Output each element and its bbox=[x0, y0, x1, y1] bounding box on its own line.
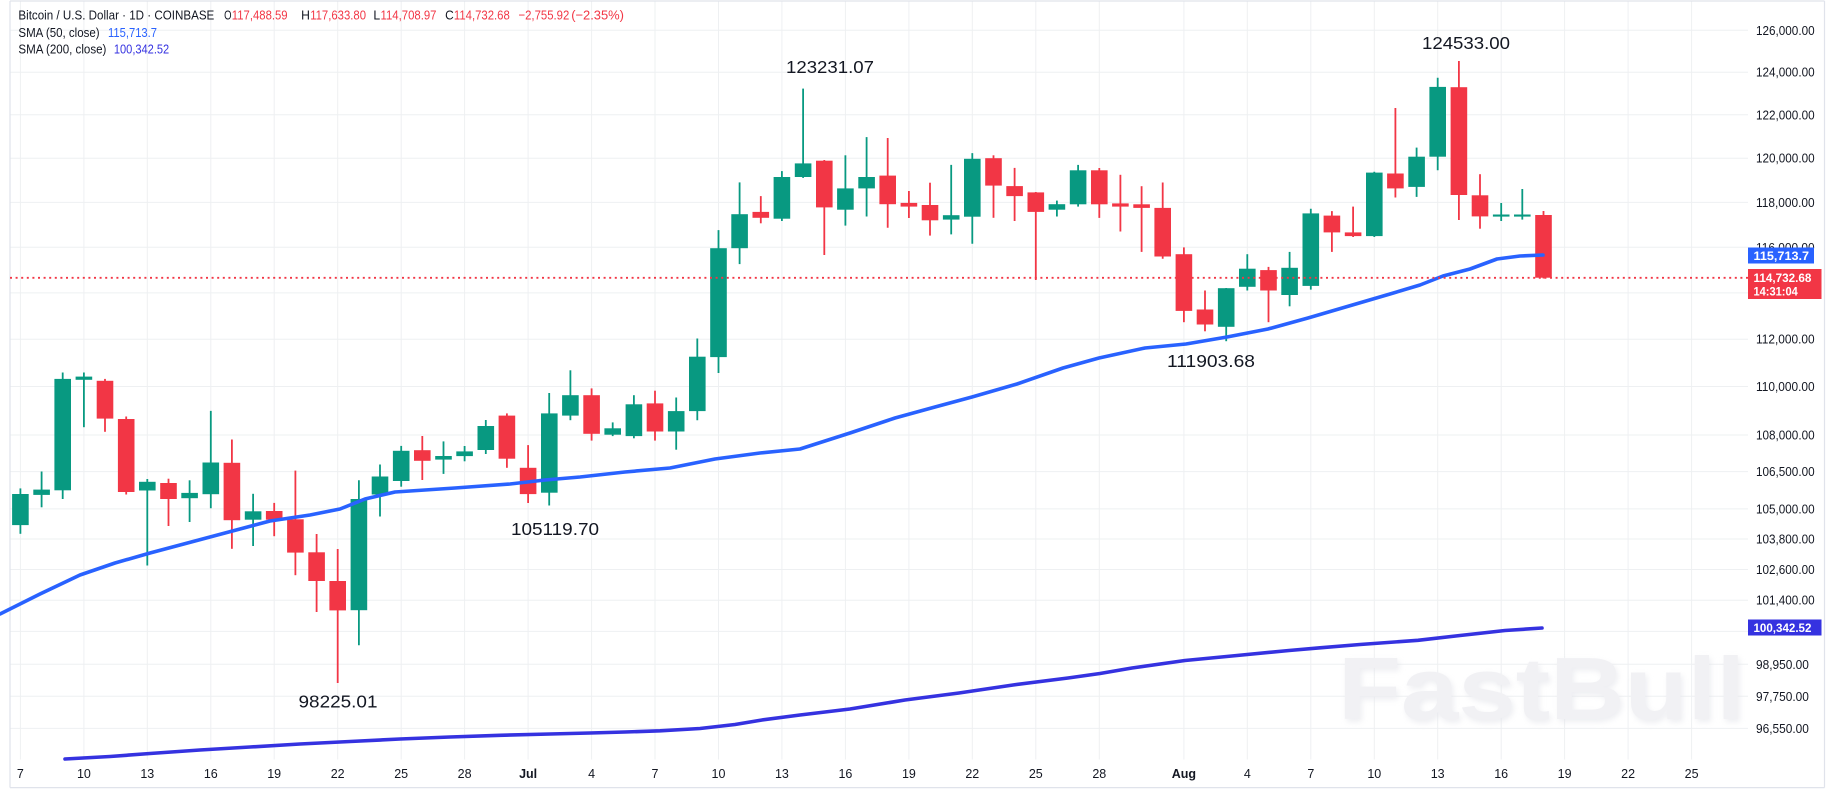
svg-text:123231.07: 123231.07 bbox=[786, 57, 874, 77]
svg-text:4: 4 bbox=[588, 767, 595, 781]
svg-text:SMA (50, close): SMA (50, close) bbox=[18, 25, 99, 40]
svg-text:H: H bbox=[301, 8, 310, 23]
svg-text:16: 16 bbox=[838, 767, 852, 781]
svg-text:7: 7 bbox=[652, 767, 659, 781]
svg-text:Bitcoin / U.S. Dollar · 1D · C: Bitcoin / U.S. Dollar · 1D · COINBASE bbox=[18, 8, 214, 23]
svg-text:(−2.35%): (−2.35%) bbox=[571, 8, 624, 23]
svg-text:O: O bbox=[224, 8, 231, 23]
svg-text:115,713.7: 115,713.7 bbox=[1754, 249, 1810, 263]
svg-text:106,500.00: 106,500.00 bbox=[1756, 465, 1815, 479]
svg-text:13: 13 bbox=[140, 767, 154, 781]
svg-text:19: 19 bbox=[902, 767, 916, 781]
svg-text:115,713.7: 115,713.7 bbox=[108, 25, 157, 40]
svg-text:124,000.00: 124,000.00 bbox=[1756, 66, 1815, 80]
svg-text:114,732.68: 114,732.68 bbox=[454, 8, 510, 23]
svg-text:124533.00: 124533.00 bbox=[1422, 33, 1510, 53]
svg-text:25: 25 bbox=[394, 767, 408, 781]
svg-text:22: 22 bbox=[1621, 767, 1635, 781]
svg-text:120,000.00: 120,000.00 bbox=[1756, 152, 1815, 166]
svg-text:96,550.00: 96,550.00 bbox=[1756, 722, 1809, 736]
svg-text:22: 22 bbox=[331, 767, 345, 781]
svg-text:−2,755.92: −2,755.92 bbox=[519, 8, 570, 23]
svg-text:114,732.68: 114,732.68 bbox=[1754, 271, 1812, 285]
svg-text:22: 22 bbox=[965, 767, 979, 781]
svg-text:112,000.00: 112,000.00 bbox=[1756, 333, 1815, 347]
svg-text:105119.70: 105119.70 bbox=[511, 519, 599, 539]
svg-text:FastBull: FastBull bbox=[1338, 639, 1745, 738]
svg-text:10: 10 bbox=[712, 767, 726, 781]
svg-text:28: 28 bbox=[458, 767, 472, 781]
svg-text:103,800.00: 103,800.00 bbox=[1756, 533, 1815, 547]
svg-text:L: L bbox=[373, 8, 380, 23]
svg-text:19: 19 bbox=[1558, 767, 1572, 781]
svg-text:126,000.00: 126,000.00 bbox=[1756, 24, 1815, 38]
svg-text:110,000.00: 110,000.00 bbox=[1756, 380, 1815, 394]
svg-text:7: 7 bbox=[17, 767, 24, 781]
svg-text:16: 16 bbox=[1494, 767, 1508, 781]
svg-text:Jul: Jul bbox=[519, 767, 537, 781]
svg-text:25: 25 bbox=[1685, 767, 1699, 781]
svg-text:FastBull: FastBull bbox=[1340, 642, 1747, 741]
svg-text:111903.68: 111903.68 bbox=[1167, 351, 1255, 371]
svg-text:114,708.97: 114,708.97 bbox=[381, 8, 437, 23]
svg-text:16: 16 bbox=[204, 767, 218, 781]
svg-text:97,750.00: 97,750.00 bbox=[1756, 690, 1809, 704]
svg-text:25: 25 bbox=[1029, 767, 1043, 781]
svg-text:102,600.00: 102,600.00 bbox=[1756, 563, 1815, 577]
svg-text:118,000.00: 118,000.00 bbox=[1756, 196, 1815, 210]
svg-text:10: 10 bbox=[1367, 767, 1381, 781]
svg-text:7: 7 bbox=[1307, 767, 1314, 781]
svg-text:10: 10 bbox=[77, 767, 91, 781]
svg-text:100,342.52: 100,342.52 bbox=[1754, 621, 1812, 635]
svg-text:108,000.00: 108,000.00 bbox=[1756, 429, 1815, 443]
svg-text:98225.01: 98225.01 bbox=[299, 692, 378, 712]
svg-text:122,000.00: 122,000.00 bbox=[1756, 108, 1815, 122]
svg-text:4: 4 bbox=[1244, 767, 1251, 781]
svg-text:Aug: Aug bbox=[1172, 767, 1196, 781]
svg-text:28: 28 bbox=[1092, 767, 1106, 781]
svg-text:C: C bbox=[445, 8, 454, 23]
svg-text:101,400.00: 101,400.00 bbox=[1756, 594, 1815, 608]
svg-text:19: 19 bbox=[267, 767, 281, 781]
svg-text:14:31:04: 14:31:04 bbox=[1754, 285, 1799, 299]
svg-text:117,633.80: 117,633.80 bbox=[310, 8, 366, 23]
svg-text:117,488.59: 117,488.59 bbox=[232, 8, 288, 23]
svg-text:100,342.52: 100,342.52 bbox=[114, 42, 169, 57]
svg-text:13: 13 bbox=[775, 767, 789, 781]
svg-text:98,950.00: 98,950.00 bbox=[1756, 658, 1809, 672]
svg-text:105,000.00: 105,000.00 bbox=[1756, 502, 1815, 516]
svg-text:13: 13 bbox=[1431, 767, 1445, 781]
svg-text:SMA (200, close): SMA (200, close) bbox=[18, 42, 106, 57]
